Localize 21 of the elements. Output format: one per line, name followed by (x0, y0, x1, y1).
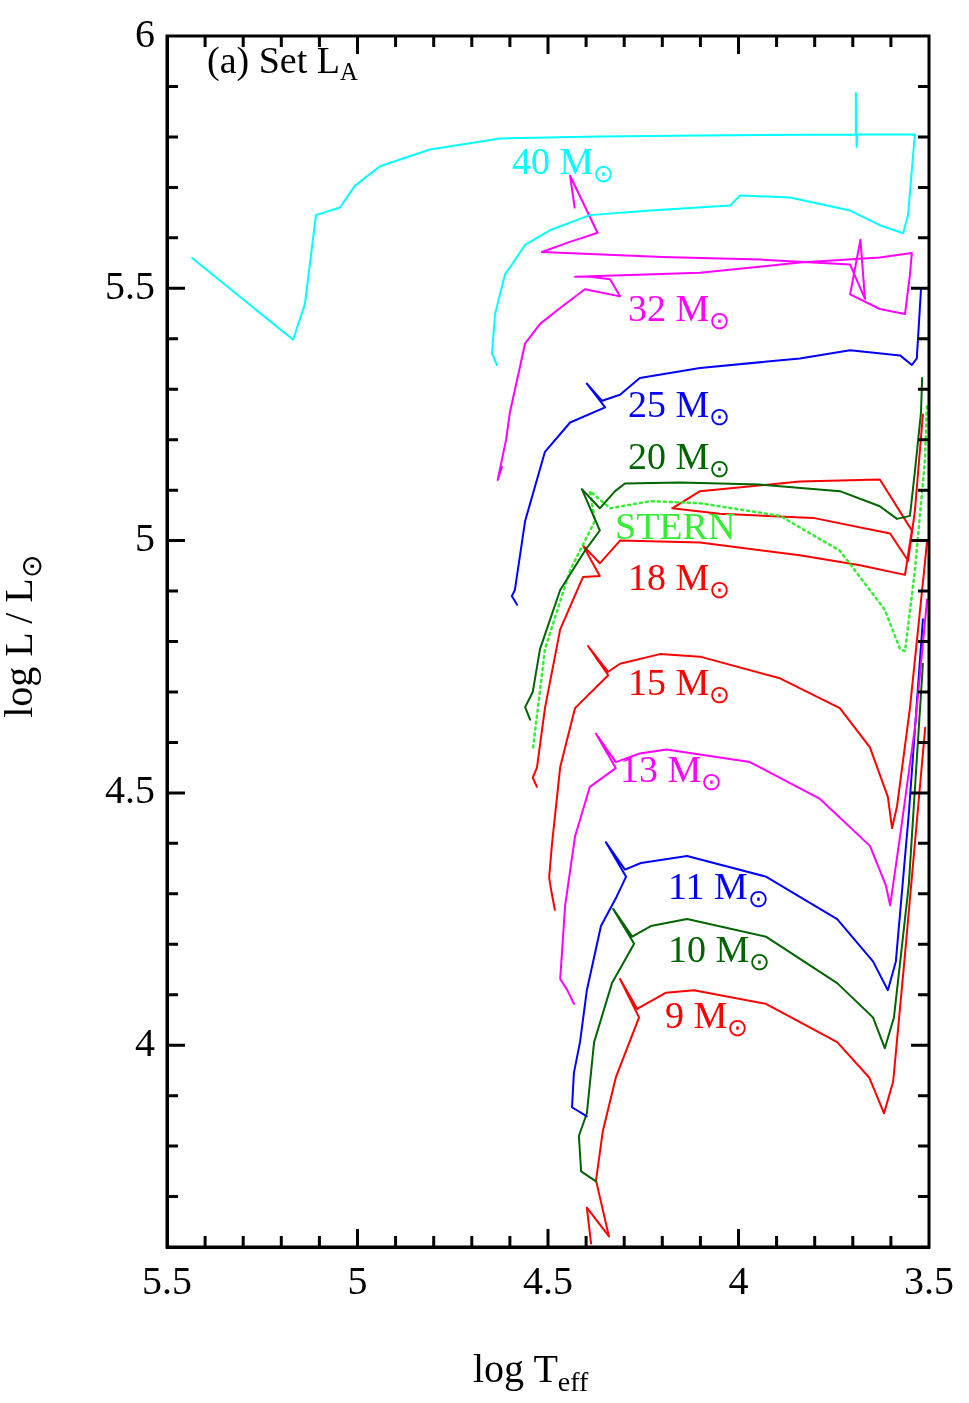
x-tick-label: 4 (728, 1257, 749, 1303)
annotation: 40 M⊙ (512, 140, 615, 187)
x-tick-label: 4.5 (523, 1257, 573, 1303)
y-tick-label: 4.5 (105, 767, 155, 813)
annotation: 9 M⊙ (665, 994, 749, 1042)
x-tick-label: 3.5 (904, 1257, 954, 1303)
annotation: 20 M⊙ (628, 434, 731, 482)
annotation: 11 M⊙ (668, 865, 769, 913)
annotation: 18 M⊙ (628, 555, 731, 603)
y-tick-label: 4 (135, 1019, 155, 1065)
annotation: 15 M⊙ (628, 661, 731, 709)
annotation: STERN (615, 504, 736, 547)
x-axis-title: log T$_{eff}$ (473, 1345, 589, 1398)
y-tick-label: 5.5 (105, 262, 155, 308)
y-tick-label: 6 (135, 10, 155, 56)
annotation: 32 M⊙ (628, 286, 731, 334)
annotation: 10 M⊙ (668, 928, 771, 976)
y-tick-label: 5 (135, 515, 155, 561)
x-tick-label: 5 (347, 1257, 368, 1303)
annotation: 25 M⊙ (628, 383, 731, 431)
annotation: 13 M⊙ (620, 748, 723, 795)
